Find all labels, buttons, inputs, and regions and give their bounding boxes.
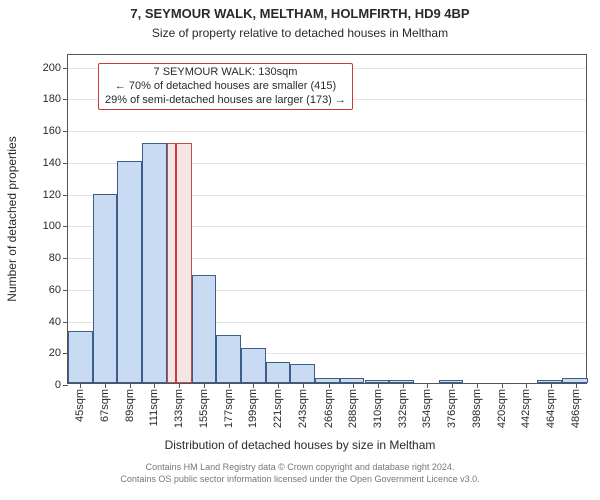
xtick <box>576 383 577 388</box>
xtick-label: 376sqm <box>446 389 458 428</box>
xtick-label: 221sqm <box>272 389 284 428</box>
xtick <box>353 383 354 388</box>
xtick <box>427 383 428 388</box>
xtick-label: 155sqm <box>198 389 210 428</box>
bar <box>290 364 315 383</box>
bar <box>537 380 562 383</box>
xtick-label: 310sqm <box>372 389 384 428</box>
xtick-label: 133sqm <box>173 389 185 428</box>
xtick <box>154 383 155 388</box>
ytick-label: 200 <box>43 62 68 74</box>
xtick-label: 67sqm <box>99 389 111 422</box>
xtick-label: 332sqm <box>397 389 409 428</box>
plot-area: 02040608010012014016018020045sqm67sqm89s… <box>67 54 587 384</box>
bar <box>192 275 217 383</box>
xtick <box>477 383 478 388</box>
credits: Contains HM Land Registry data © Crown c… <box>0 462 600 485</box>
xtick <box>253 383 254 388</box>
chart-subtitle: Size of property relative to detached ho… <box>0 26 600 40</box>
ytick-label: 40 <box>49 316 68 328</box>
bar <box>365 380 390 383</box>
xtick-label: 442sqm <box>520 389 532 428</box>
xtick <box>130 383 131 388</box>
ytick-label: 120 <box>43 189 68 201</box>
xtick-label: 464sqm <box>545 389 557 428</box>
ytick-label: 140 <box>43 157 68 169</box>
bar <box>117 161 142 383</box>
credits-line-1: Contains HM Land Registry data © Crown c… <box>0 462 600 474</box>
bar <box>216 335 241 383</box>
page-title: 7, SEYMOUR WALK, MELTHAM, HOLMFIRTH, HD9… <box>0 6 600 21</box>
xtick <box>204 383 205 388</box>
bar <box>439 380 464 383</box>
grid-line <box>68 131 586 132</box>
xtick <box>278 383 279 388</box>
bar <box>340 378 365 383</box>
ytick-label: 100 <box>43 220 68 232</box>
xtick-label: 354sqm <box>421 389 433 428</box>
ytick-label: 180 <box>43 93 68 105</box>
xtick <box>502 383 503 388</box>
xtick-label: 486sqm <box>570 389 582 428</box>
bar <box>241 348 266 383</box>
bar <box>142 143 167 383</box>
xtick <box>303 383 304 388</box>
xtick-label: 177sqm <box>223 389 235 428</box>
annotation-box: 7 SEYMOUR WALK: 130sqm← 70% of detached … <box>98 63 353 110</box>
ytick-label: 0 <box>55 379 68 391</box>
bar <box>266 362 291 383</box>
ytick-label: 20 <box>49 347 68 359</box>
xtick <box>378 383 379 388</box>
y-axis-label: Number of detached properties <box>5 136 19 301</box>
xtick <box>179 383 180 388</box>
highlight-bar <box>167 143 192 383</box>
xtick <box>526 383 527 388</box>
bar <box>93 194 118 383</box>
ytick-label: 60 <box>49 284 68 296</box>
xtick-label: 420sqm <box>496 389 508 428</box>
xtick <box>329 383 330 388</box>
xtick <box>80 383 81 388</box>
xtick-label: 243sqm <box>297 389 309 428</box>
xtick-label: 266sqm <box>323 389 335 428</box>
xtick <box>229 383 230 388</box>
xtick-label: 288sqm <box>347 389 359 428</box>
bar <box>68 331 93 383</box>
annotation-line: ← 70% of detached houses are smaller (41… <box>105 80 346 94</box>
property-marker <box>175 143 177 383</box>
xtick <box>403 383 404 388</box>
xtick-label: 89sqm <box>124 389 136 422</box>
xtick-label: 199sqm <box>247 389 259 428</box>
x-axis-label: Distribution of detached houses by size … <box>0 438 600 452</box>
xtick <box>452 383 453 388</box>
xtick-label: 398sqm <box>471 389 483 428</box>
bar <box>315 378 340 383</box>
bar <box>389 380 414 383</box>
credits-line-2: Contains OS public sector information li… <box>0 474 600 486</box>
ytick-label: 80 <box>49 252 68 264</box>
xtick <box>105 383 106 388</box>
chart-container: 7, SEYMOUR WALK, MELTHAM, HOLMFIRTH, HD9… <box>0 0 600 500</box>
xtick <box>551 383 552 388</box>
annotation-line: 29% of semi-detached houses are larger (… <box>105 94 346 108</box>
xtick-label: 45sqm <box>74 389 86 422</box>
annotation-line: 7 SEYMOUR WALK: 130sqm <box>105 66 346 80</box>
ytick-label: 160 <box>43 125 68 137</box>
xtick-label: 111sqm <box>148 389 160 427</box>
